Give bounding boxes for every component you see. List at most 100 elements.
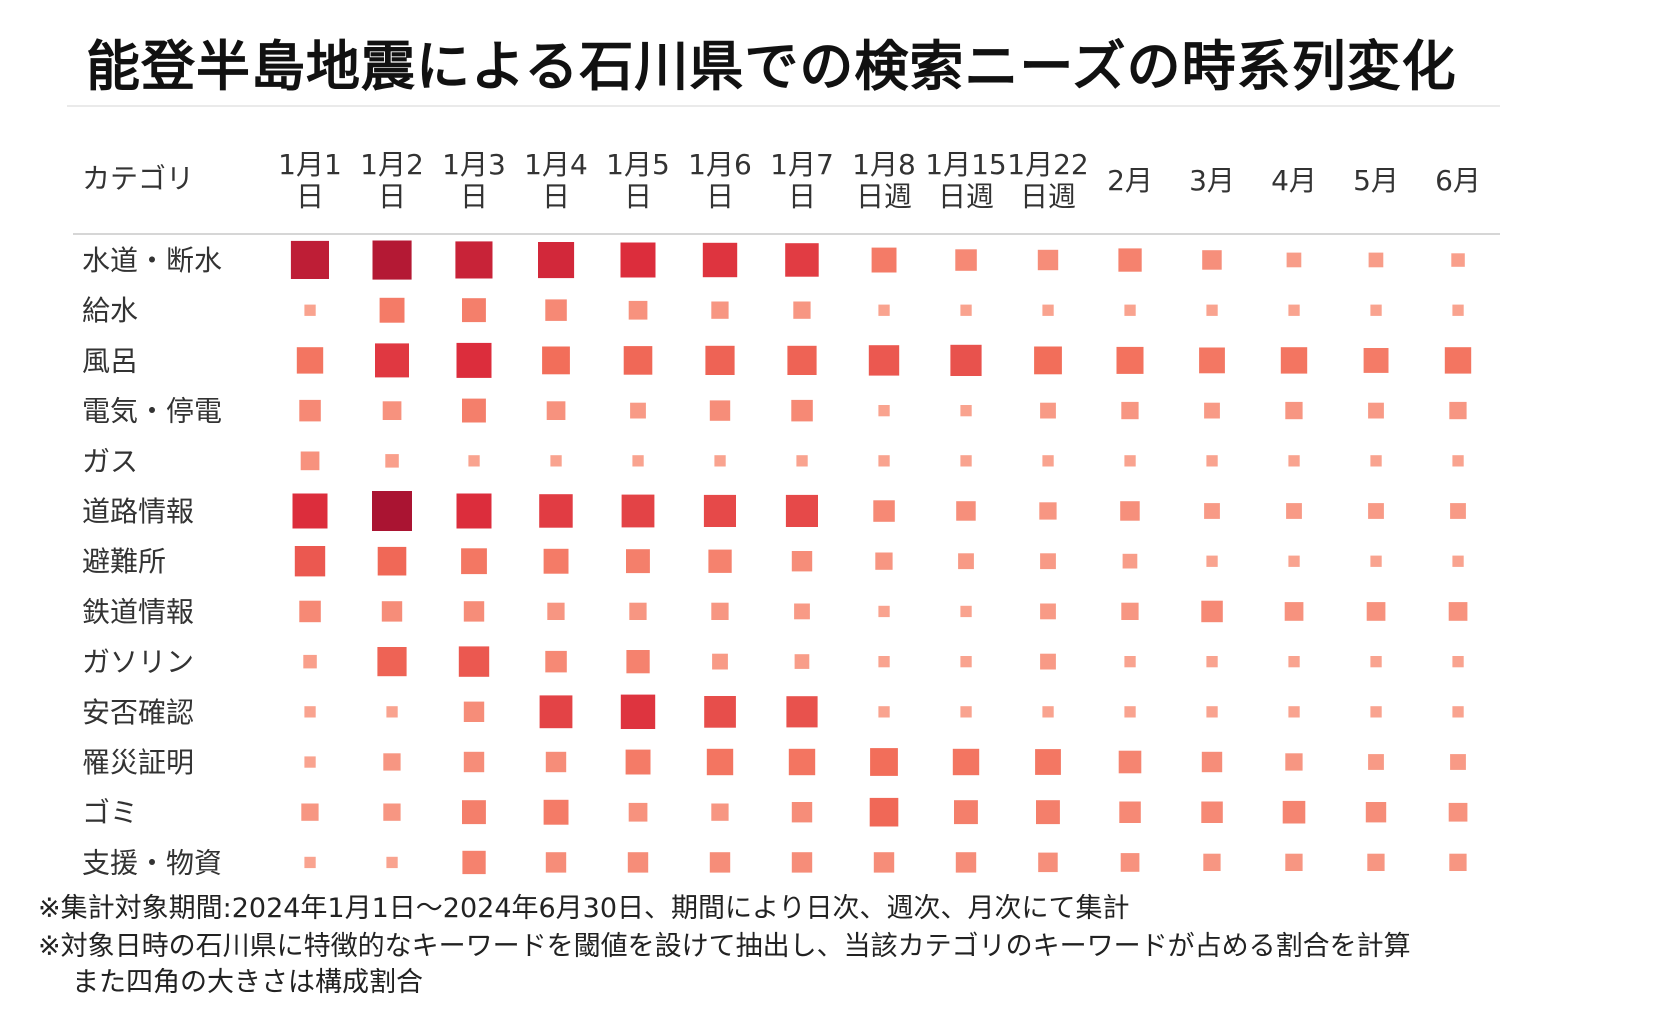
heat-cell [878, 706, 890, 718]
heat-cell [878, 455, 890, 467]
column-header: 1月8 [852, 148, 916, 181]
heat-cell [545, 299, 567, 321]
heat-cell [290, 240, 329, 279]
heat-cell [299, 399, 321, 422]
heat-cell [1370, 656, 1382, 668]
heat-cell [1206, 555, 1218, 567]
heat-cell [1282, 800, 1306, 824]
heat-cell [462, 298, 486, 323]
heat-cell [456, 342, 492, 378]
heat-cell [539, 695, 573, 729]
heat-cell [623, 346, 653, 375]
heat-cell [1451, 253, 1465, 267]
column-header-sub: 日週 [856, 180, 912, 213]
column-header: 1月6 [688, 148, 752, 181]
heat-cell [785, 494, 818, 527]
heat-cell [630, 402, 646, 419]
heat-cell [1124, 706, 1136, 718]
heat-cell [1042, 304, 1054, 316]
heat-cell [702, 242, 738, 278]
heat-cell [1042, 706, 1054, 718]
heat-cell [1204, 503, 1220, 519]
heat-cell [791, 852, 813, 873]
heat-cell [786, 696, 818, 728]
heat-cell [304, 304, 316, 316]
heat-cell [1206, 656, 1218, 668]
heat-cell [1206, 304, 1218, 316]
heat-cell [299, 600, 321, 623]
heat-cell [706, 748, 734, 776]
heat-cell [1450, 503, 1466, 519]
heat-cell [952, 748, 980, 776]
heat-cell [632, 455, 644, 467]
heat-cell [625, 749, 651, 775]
column-header: 2月 [1107, 164, 1153, 197]
column-header-sub: 日 [378, 180, 406, 213]
category-label: 鉄道情報 [82, 595, 194, 628]
heat-cell [539, 494, 573, 528]
heat-cell [1201, 801, 1223, 823]
heat-cell [878, 605, 890, 618]
column-header: 1月4 [524, 148, 588, 181]
heat-cell [1452, 555, 1464, 567]
heat-cell [292, 493, 328, 529]
heat-cell [1204, 402, 1220, 419]
heat-cell [875, 552, 893, 570]
heat-cell [1202, 250, 1222, 270]
column-header-sub: 日 [624, 180, 652, 213]
note-method: ※対象日時の石川県に特徴的なキーワードを閾値を設けて抽出し、当該カテゴリのキーワ… [38, 931, 1411, 962]
heat-cell [294, 546, 326, 577]
heat-cell [960, 405, 972, 417]
chart-title: 能登半島地震による石川県での検索ニーズの時系列変化 [86, 35, 1457, 98]
heat-cell [1288, 455, 1300, 467]
heat-cell [383, 753, 401, 771]
heat-cell [462, 398, 486, 423]
heat-cell [458, 646, 490, 677]
heat-cell [1121, 401, 1139, 420]
heat-cell [304, 706, 316, 718]
heat-cell [545, 650, 567, 673]
heat-cell [870, 748, 898, 776]
heat-cell [542, 346, 570, 375]
heat-cell [1363, 348, 1389, 373]
heat-cell [1288, 555, 1300, 567]
column-header-sub: 日 [460, 180, 488, 213]
heat-cell [873, 500, 895, 522]
heat-cell [1201, 751, 1223, 773]
heat-cell [873, 852, 895, 873]
heat-cell [461, 548, 487, 575]
heat-cell [1124, 455, 1136, 467]
heat-cell [301, 803, 319, 821]
heat-cell [1368, 754, 1384, 770]
heat-cell [1118, 248, 1142, 272]
heat-cell [1040, 653, 1056, 670]
heat-cell [543, 799, 569, 825]
column-header: 1月5 [606, 148, 670, 181]
heat-cell [456, 493, 492, 529]
column-header: 4月 [1271, 164, 1317, 197]
heat-cell [1201, 600, 1223, 623]
heat-cell [1120, 853, 1140, 872]
heat-cell [386, 706, 398, 718]
heat-cell [1116, 346, 1144, 374]
heat-cell [300, 451, 320, 471]
heat-cell [1199, 347, 1225, 374]
heat-cell [386, 856, 398, 869]
heat-cell [878, 656, 890, 668]
column-header: 1月15 [925, 148, 1006, 181]
category-label: 罹災証明 [82, 746, 194, 779]
heat-cell [1119, 801, 1141, 823]
heat-cell [1449, 853, 1467, 871]
heat-cell [1367, 853, 1385, 871]
heat-cell [1206, 706, 1218, 718]
heatmap-chart: カテゴリ 1月1日1月2日1月3日1月4日1月5日1月6日1月7日1月8日週1月1… [67, 105, 1500, 879]
heat-cell [712, 653, 728, 670]
heat-cell [955, 852, 977, 873]
heat-cell [1285, 401, 1303, 420]
category-label: 避難所 [82, 545, 166, 578]
heat-cell [462, 850, 486, 875]
column-header-sub: 日 [296, 180, 324, 213]
heat-cell [709, 852, 731, 873]
heat-cell [1124, 656, 1136, 668]
heat-cell [1370, 706, 1382, 718]
